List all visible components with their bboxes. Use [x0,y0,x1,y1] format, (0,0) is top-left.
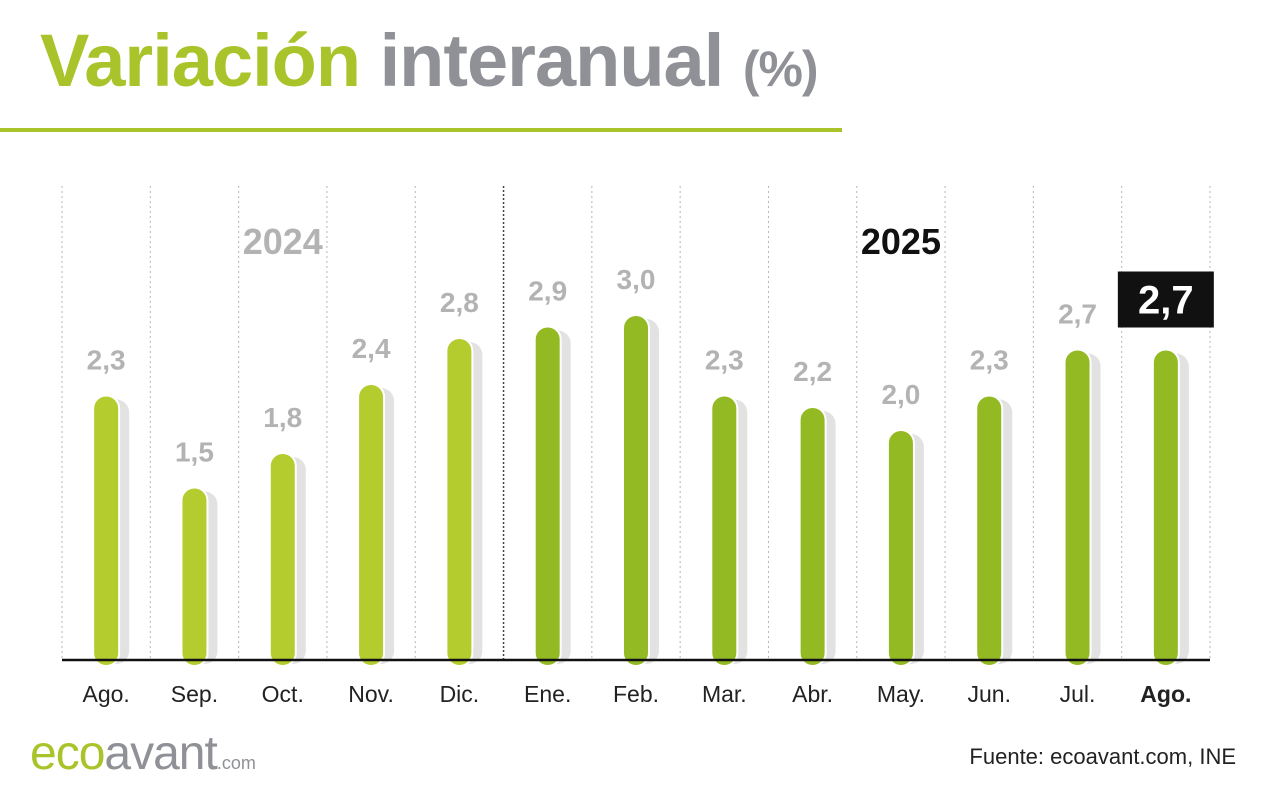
value-label: 2,3 [705,345,744,376]
x-tick-label: Abr. [792,681,833,707]
title-underline [0,128,842,132]
year-label: 2025 [861,221,941,262]
title-part-interanual: interanual [379,19,725,102]
highlight-label-box [1117,271,1214,328]
value-label: 2,3 [970,345,1009,376]
x-tick-label: Jul. [1060,681,1096,707]
title-part-unit: (%) [742,41,819,97]
x-tick-label: Oct. [262,681,304,707]
year-label: 2024 [243,221,323,262]
x-tick-label: Feb. [613,681,659,707]
value-label: 2,0 [881,379,920,410]
x-tick-label: Ago. [82,681,129,707]
bar [622,314,650,667]
value-label: 2,8 [440,287,479,318]
bar [886,429,915,667]
ecoavant-logo: ecoavant.com [30,730,256,778]
bar [268,452,297,667]
bar [1063,348,1092,667]
bar [180,486,209,667]
bar [357,383,386,667]
value-label: 2,9 [528,276,567,307]
bar [92,394,121,667]
title-part-variacion: Variación [40,19,361,102]
logo-part-eco: eco [30,727,105,780]
bar [710,394,739,667]
x-tick-label: Ago. [1140,681,1191,707]
highlight-value-label: 2,7 [1138,279,1194,323]
x-tick-label: Jun. [967,681,1010,707]
value-label: 2,3 [87,345,126,376]
logo-part-avant: avant [104,727,217,780]
bar [1151,348,1180,667]
value-label: 2,7 [1058,299,1097,330]
value-label: 2,2 [793,356,832,387]
logo-part-domain: .com [216,753,256,773]
bar [445,337,474,667]
value-label: 1,5 [175,437,214,468]
x-tick-label: May. [877,681,925,707]
value-label: 3,0 [617,264,656,295]
x-tick-label: Ene. [524,681,571,707]
chart-title: Variación interanual (%) [40,18,819,103]
value-label: 2,4 [352,333,391,364]
x-tick-label: Nov. [348,681,394,707]
source-note: Fuente: ecoavant.com, INE [969,744,1236,769]
bar [975,394,1004,667]
bar [798,406,827,667]
x-tick-label: Mar. [702,681,747,707]
value-label: 1,8 [263,402,302,433]
x-tick-label: Sep. [171,681,218,707]
bar [533,325,562,667]
x-tick-label: Dic. [440,681,480,707]
